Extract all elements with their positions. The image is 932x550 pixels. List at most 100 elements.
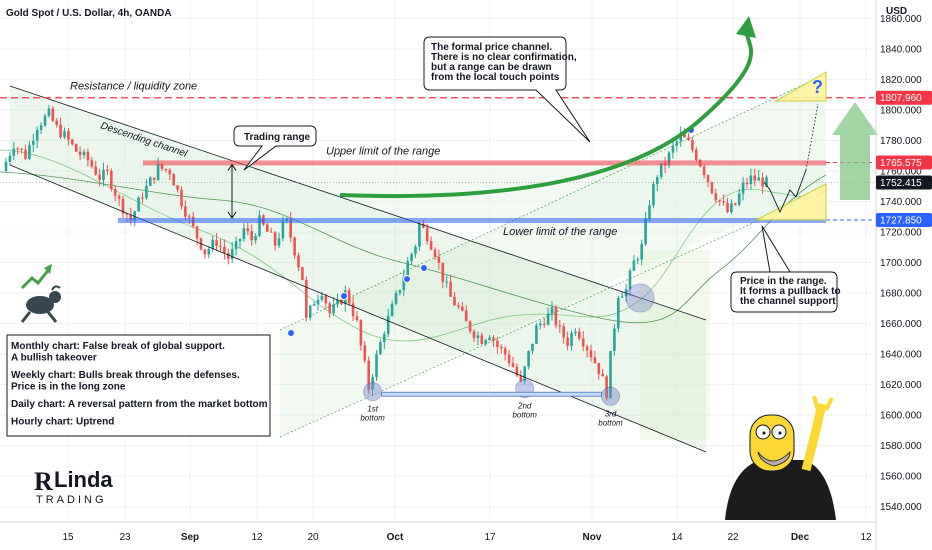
candle-body bbox=[347, 290, 351, 304]
candle-body bbox=[519, 375, 523, 382]
character-fingers bbox=[812, 395, 834, 411]
candle-body bbox=[312, 304, 316, 306]
target-triangle-top bbox=[774, 71, 827, 102]
y-tick-label: 1660.000 bbox=[880, 319, 922, 330]
x-tick-label: 15 bbox=[62, 532, 74, 543]
bull-head bbox=[49, 291, 61, 303]
side-up-arrow bbox=[832, 102, 878, 200]
candle-body bbox=[722, 201, 725, 203]
price-tag bbox=[876, 155, 932, 170]
moving-average-fast bbox=[0, 149, 827, 342]
candle-body bbox=[371, 377, 374, 390]
candle-body bbox=[164, 168, 168, 171]
candle-body bbox=[219, 245, 222, 247]
candle-body bbox=[129, 214, 133, 221]
candle-body bbox=[414, 246, 417, 254]
candle-body bbox=[449, 281, 452, 297]
candle-body bbox=[211, 239, 214, 250]
formal-channel-note-line: The formal price channel. bbox=[431, 42, 552, 53]
zone-fill bbox=[640, 250, 710, 440]
candle-body bbox=[437, 256, 441, 263]
trading-range-label: Trading range bbox=[244, 132, 311, 143]
price-in-range-note-line: the channel support bbox=[740, 296, 836, 307]
candle-body bbox=[429, 241, 433, 250]
candle-body bbox=[476, 335, 480, 339]
candle-body bbox=[32, 140, 35, 145]
candle-body bbox=[320, 295, 324, 300]
y-tick-label: 1780.000 bbox=[880, 136, 922, 147]
bull-trend-arrow bbox=[20, 267, 52, 290]
candle-body bbox=[601, 373, 604, 377]
price-tag bbox=[876, 213, 932, 228]
price-in-range-note-line: It forms a pullback to bbox=[740, 286, 841, 297]
candle-body bbox=[258, 215, 261, 236]
question-mark: ? bbox=[812, 77, 823, 97]
candle-body bbox=[43, 115, 47, 126]
x-tick-label: Oct bbox=[387, 532, 404, 543]
candle-body bbox=[4, 161, 8, 171]
character-shirt bbox=[725, 460, 836, 520]
candle-body bbox=[593, 357, 597, 364]
candle-body bbox=[702, 166, 706, 176]
candle-body bbox=[359, 320, 363, 346]
candle-body bbox=[145, 185, 148, 199]
trading-range-callout bbox=[233, 125, 317, 171]
candle-body bbox=[110, 170, 113, 189]
candle-body bbox=[398, 290, 402, 293]
candle-body bbox=[472, 331, 476, 339]
candle-body bbox=[741, 182, 745, 194]
bull-leg bbox=[20, 311, 32, 323]
x-tick-label: 12 bbox=[251, 532, 263, 543]
price-tag-label: 1727.850 bbox=[880, 216, 922, 227]
candle-body bbox=[636, 259, 640, 261]
summary-line: Price is in the long zone bbox=[11, 382, 126, 393]
summary-line: Weekly chart: Bulls break through the de… bbox=[11, 370, 240, 381]
candle-body bbox=[86, 151, 90, 161]
candle-body bbox=[67, 131, 70, 140]
candle-body bbox=[305, 279, 308, 318]
character-pupil bbox=[762, 431, 766, 435]
candle-body bbox=[180, 189, 183, 207]
candle-body bbox=[156, 163, 160, 180]
candle-body bbox=[207, 249, 211, 255]
y-tick-label: 1680.000 bbox=[880, 289, 922, 300]
candle-body bbox=[188, 216, 191, 218]
candle-body bbox=[648, 205, 651, 219]
candle-body bbox=[394, 292, 398, 304]
candle-body bbox=[687, 137, 690, 140]
candle-body bbox=[659, 163, 663, 178]
bottom-label-sub: bottom bbox=[598, 418, 623, 427]
candle-body bbox=[761, 177, 764, 187]
candle-body bbox=[695, 149, 698, 160]
x-tick-label: Sep bbox=[181, 532, 199, 543]
candle-body bbox=[523, 366, 526, 382]
candle-body bbox=[379, 342, 382, 355]
candle-body bbox=[507, 354, 511, 364]
bull-body bbox=[26, 296, 54, 314]
y-tick-label: 1640.000 bbox=[880, 350, 922, 361]
candle-body bbox=[82, 151, 86, 156]
trading-range-fill bbox=[118, 162, 826, 221]
candle-body bbox=[367, 360, 370, 390]
candle-body bbox=[558, 325, 562, 327]
candle-body bbox=[418, 223, 421, 247]
candle-body bbox=[461, 306, 464, 311]
candle-body bbox=[250, 231, 253, 241]
candle-body bbox=[20, 148, 23, 150]
candle-body bbox=[589, 350, 593, 358]
x-tick-label: 20 bbox=[307, 532, 319, 543]
price-tag-label: 1807.960 bbox=[880, 93, 922, 104]
breakout-marker bbox=[625, 283, 655, 313]
descending-channel-upper bbox=[9, 85, 707, 321]
y-tick-label: 1580.000 bbox=[880, 441, 922, 452]
candle-body bbox=[332, 304, 335, 313]
candle-body bbox=[98, 174, 101, 180]
candle-body bbox=[609, 351, 612, 399]
candle-body bbox=[765, 177, 768, 187]
candle-body bbox=[402, 276, 406, 291]
summary-line: A bullish takeover bbox=[11, 353, 97, 364]
candle-body bbox=[710, 182, 714, 194]
y-tick-label: 1560.000 bbox=[880, 472, 922, 483]
